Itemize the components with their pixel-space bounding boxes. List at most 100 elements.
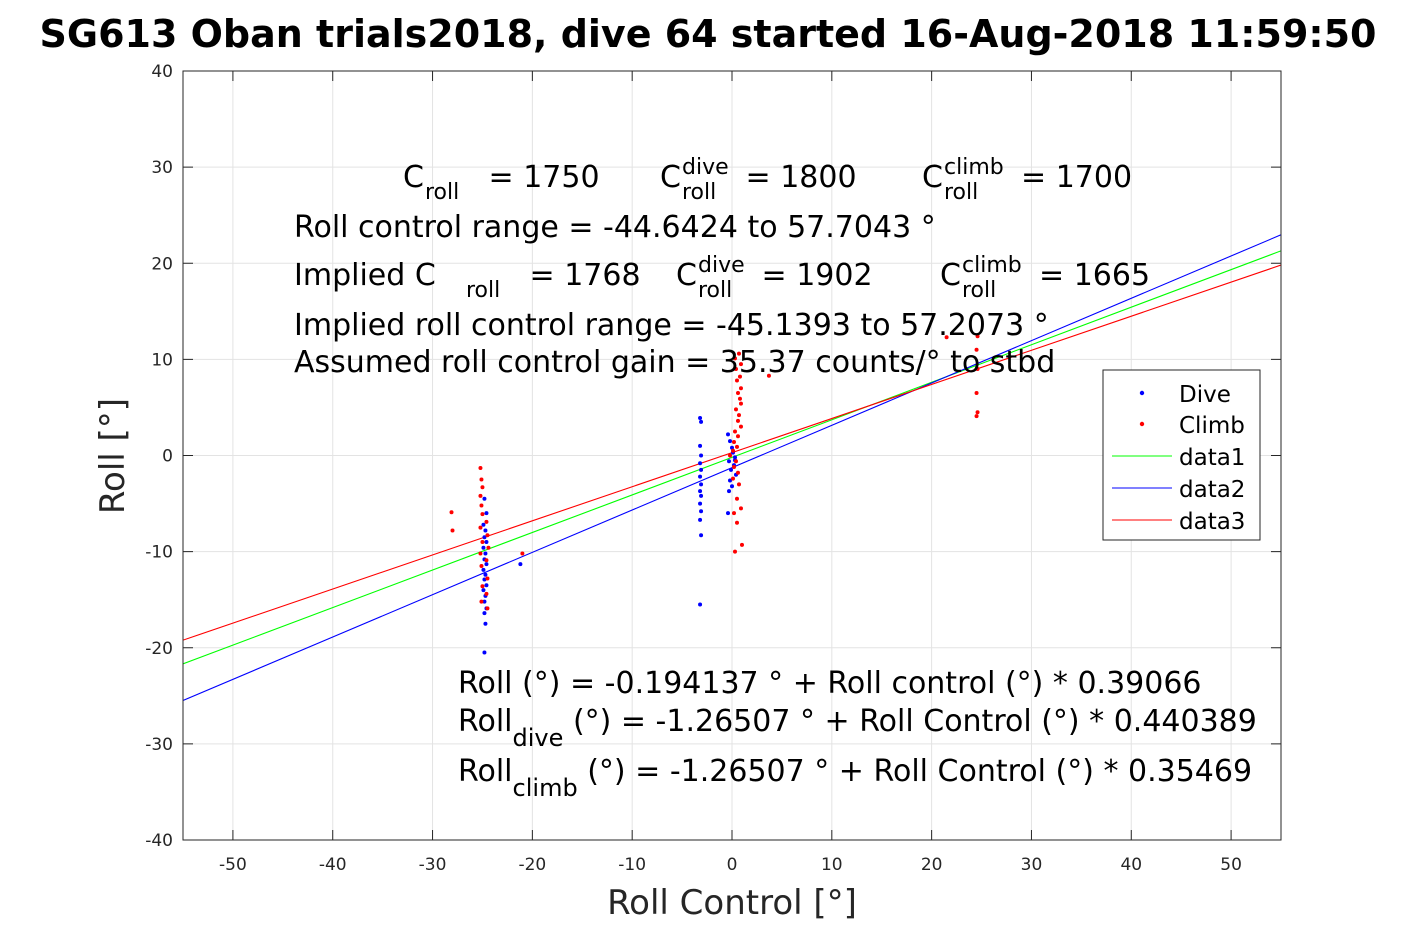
data-point-dive xyxy=(483,621,488,626)
data-point-climb xyxy=(731,465,736,470)
data-point-climb xyxy=(735,434,740,439)
data-point-dive xyxy=(732,455,737,460)
legend-label: Climb xyxy=(1179,413,1245,439)
y-tick-label: 20 xyxy=(151,254,173,274)
data-point-dive xyxy=(482,496,487,501)
annotation-c-value: Croll = 1750 xyxy=(403,160,600,205)
data-point-climb xyxy=(479,599,484,604)
data-point-climb xyxy=(478,551,483,556)
data-point-dive xyxy=(698,474,703,479)
data-point-dive xyxy=(482,535,487,540)
data-point-climb xyxy=(735,418,740,423)
data-point-climb xyxy=(738,401,743,406)
annotation-gain: Assumed roll control gain = 35.37 counts… xyxy=(294,345,1055,380)
data-point-climb xyxy=(944,335,949,340)
x-tick-label: -30 xyxy=(419,855,447,875)
data-point-dive xyxy=(484,511,489,516)
series-climb-points xyxy=(449,334,980,611)
annotation-c-value: Cclimb roll = 1700 xyxy=(922,155,1132,205)
chart-title: SG613 Oban trials2018, dive 64 started 1… xyxy=(40,12,1377,56)
data-point-dive xyxy=(726,511,731,516)
data-point-climb xyxy=(738,506,743,511)
x-tick-label: -50 xyxy=(219,855,247,875)
data-point-dive xyxy=(483,528,488,533)
y-tick-label: 30 xyxy=(151,158,173,178)
data-point-climb xyxy=(732,549,737,554)
data-point-climb xyxy=(975,366,980,371)
data-point-dive xyxy=(727,459,732,464)
legend-label: data1 xyxy=(1179,445,1245,471)
legend-label: Dive xyxy=(1179,382,1231,408)
data-point-dive xyxy=(698,501,703,506)
series-line-data1 xyxy=(183,250,1281,665)
data-point-climb xyxy=(736,413,741,418)
data-point-dive xyxy=(484,562,489,567)
data-point-dive xyxy=(483,572,488,577)
annotation-fit: Roll (°) = -0.194137 ° + Roll control (°… xyxy=(458,666,1202,701)
annotations: Croll = 1750 Cdive roll = 1800 Cclimb roll =… xyxy=(294,155,1257,802)
data-point-climb xyxy=(480,485,485,490)
x-tick-label: 40 xyxy=(1120,855,1142,875)
y-tick-label: -10 xyxy=(145,543,173,563)
x-tick-label: 10 xyxy=(821,855,843,875)
data-point-climb xyxy=(731,511,736,516)
data-point-dive xyxy=(699,453,704,458)
data-point-climb xyxy=(480,540,485,545)
data-point-dive xyxy=(482,599,487,604)
legend-label: data2 xyxy=(1179,477,1245,503)
annotation-fit-climb: Rollclimb (°) = -1.26507 ° + Roll Contro… xyxy=(458,754,1252,802)
data-point-climb xyxy=(738,386,743,391)
data-point-climb xyxy=(478,465,483,470)
data-point-climb xyxy=(728,453,733,458)
data-point-dive xyxy=(698,443,703,448)
annotation-range: Roll control range = -44.6424 to 57.7043… xyxy=(294,210,936,245)
data-point-dive xyxy=(727,489,732,494)
data-point-climb xyxy=(450,528,455,533)
data-point-climb xyxy=(484,558,489,563)
data-point-climb xyxy=(480,512,485,517)
data-point-dive xyxy=(481,588,486,593)
data-point-dive xyxy=(482,650,487,655)
data-point-dive xyxy=(699,493,704,498)
data-point-climb xyxy=(736,482,741,487)
legend-swatch-climb xyxy=(1139,421,1145,427)
data-point-climb xyxy=(730,476,735,481)
x-tick-label: 20 xyxy=(921,855,943,875)
data-point-climb xyxy=(733,459,738,464)
x-tick-label: 0 xyxy=(727,855,738,875)
y-tick-label: -30 xyxy=(145,735,173,755)
data-point-dive xyxy=(699,467,704,472)
legend-box xyxy=(1102,369,1261,541)
data-point-climb xyxy=(479,503,484,508)
data-point-climb xyxy=(485,533,490,538)
data-point-climb xyxy=(737,374,742,379)
data-point-dive xyxy=(483,551,488,556)
data-point-climb xyxy=(739,542,744,547)
data-point-climb xyxy=(734,496,739,501)
data-point-climb xyxy=(478,525,483,530)
y-tick-label: 10 xyxy=(151,350,173,370)
annotation-c-value: Cclimb roll = 1665 xyxy=(940,253,1150,303)
annotation-c-value: Cdive roll = 1902 xyxy=(676,253,873,303)
data-point-climb xyxy=(485,606,490,611)
data-point-dive xyxy=(726,432,731,437)
data-point-dive xyxy=(481,567,486,572)
data-point-dive xyxy=(728,439,733,444)
data-point-climb xyxy=(733,407,738,412)
x-tick-label: 30 xyxy=(1021,855,1043,875)
data-point-climb xyxy=(478,493,483,498)
x-tick-label: 50 xyxy=(1220,855,1242,875)
data-point-climb xyxy=(738,424,743,429)
data-point-climb xyxy=(732,429,737,434)
y-tick-label: 0 xyxy=(162,447,173,467)
data-point-dive xyxy=(729,467,734,472)
data-point-climb xyxy=(974,414,979,419)
data-point-climb xyxy=(730,448,735,453)
data-point-dive xyxy=(699,419,704,424)
data-point-climb xyxy=(736,351,741,356)
data-point-climb xyxy=(479,564,484,569)
data-point-climb xyxy=(734,520,739,525)
data-point-climb xyxy=(734,444,739,449)
